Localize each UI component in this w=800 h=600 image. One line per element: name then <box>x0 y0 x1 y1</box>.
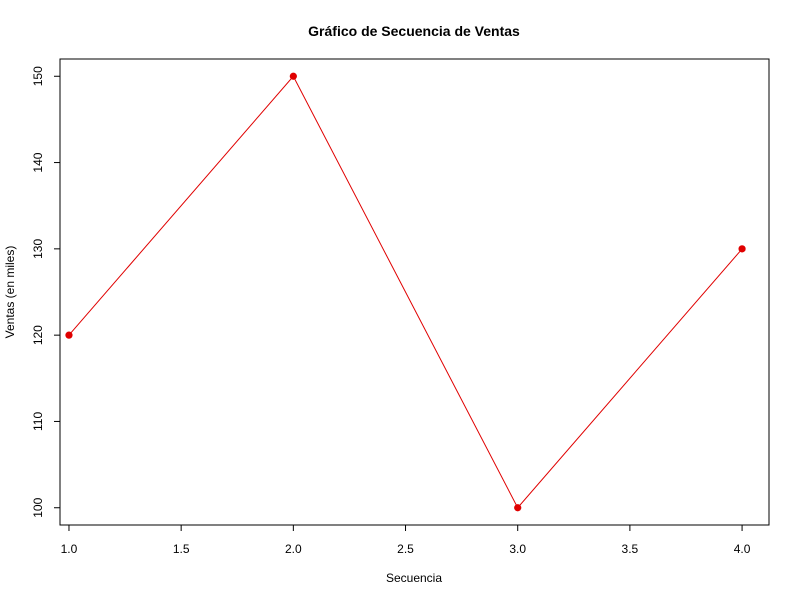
y-axis: 100 110 120 130 140 150 <box>31 66 61 518</box>
x-tick-label: 3.5 <box>622 542 639 556</box>
x-tick-label: 1.5 <box>173 542 190 556</box>
y-tick-label: 120 <box>31 325 45 345</box>
y-tick-label: 150 <box>31 66 45 86</box>
series-line <box>68 75 743 509</box>
x-axis-label: Secuencia <box>386 571 442 585</box>
series-group <box>65 72 746 512</box>
x-tick-label: 4.0 <box>734 542 751 556</box>
y-tick-label: 130 <box>31 239 45 259</box>
x-tick-label: 1.0 <box>61 542 78 556</box>
x-tick-label: 3.0 <box>509 542 526 556</box>
data-point <box>289 72 297 80</box>
x-axis: 1.0 1.5 2.0 2.5 3.0 3.5 4.0 <box>61 524 751 556</box>
x-tick-label: 2.0 <box>285 542 302 556</box>
data-point <box>738 245 746 253</box>
data-point <box>65 331 73 339</box>
chart-title: Gráfico de Secuencia de Ventas <box>308 23 520 39</box>
y-tick-label: 140 <box>31 152 45 172</box>
y-tick-label: 110 <box>31 412 45 431</box>
y-tick-label: 100 <box>31 497 45 517</box>
y-axis-label: Ventas (en miles) <box>3 246 17 339</box>
plot-area-frame <box>59 58 770 526</box>
data-point <box>514 504 522 512</box>
x-tick-label: 2.5 <box>397 542 414 556</box>
